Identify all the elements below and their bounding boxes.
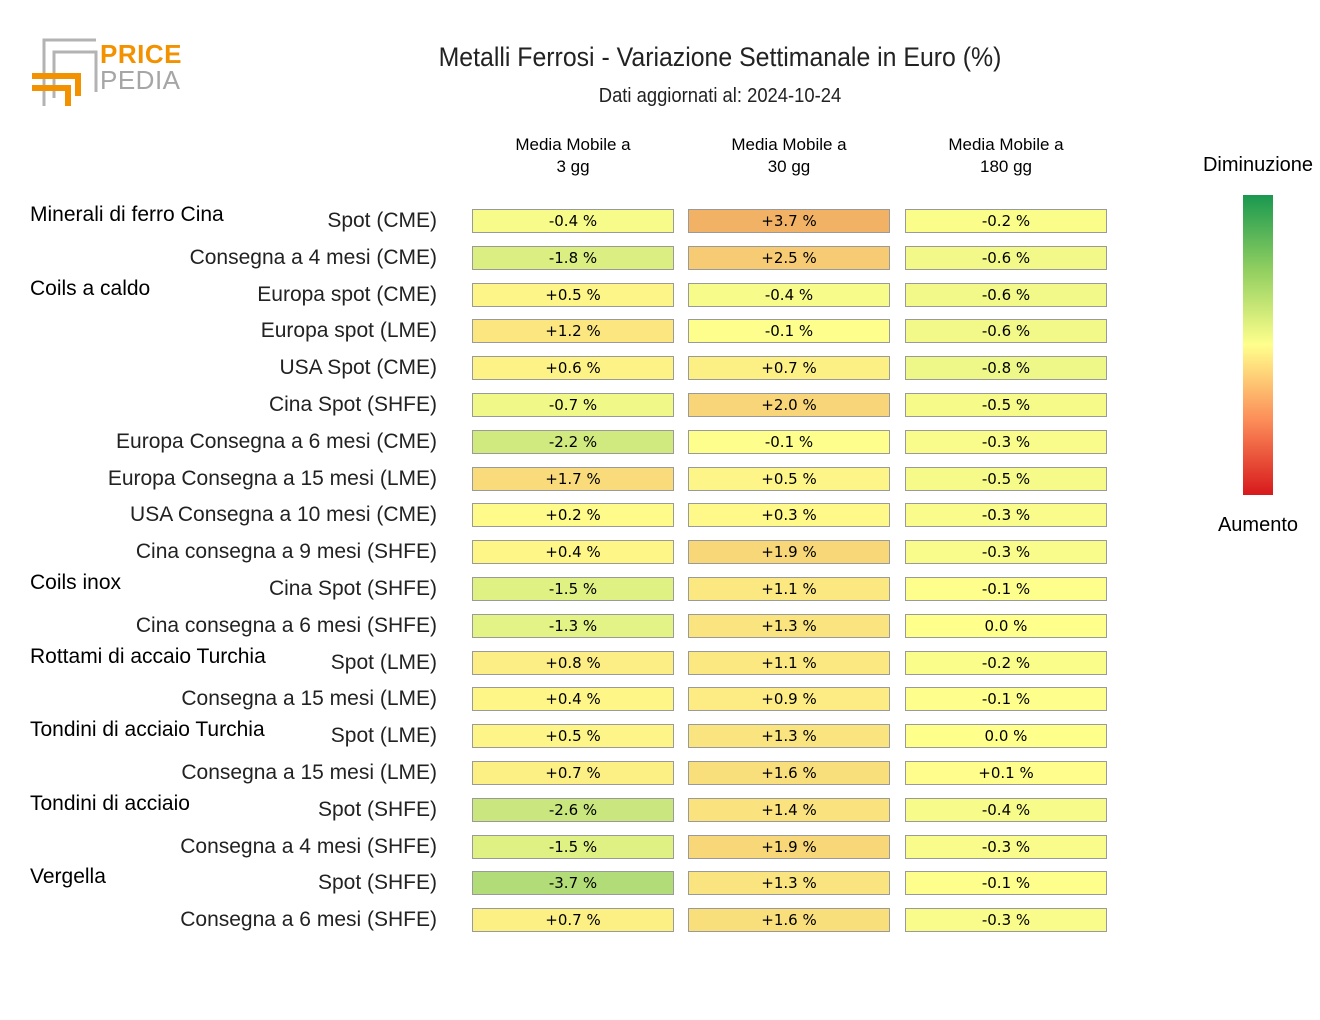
row-label: Cina consegna a 6 mesi (SHFE) xyxy=(135,613,437,637)
row-label: Europa spot (CME) xyxy=(257,282,437,306)
value-cell: 0.0 % xyxy=(905,724,1107,749)
value-cell: +1.2 % xyxy=(472,319,674,344)
value-cell: +0.6 % xyxy=(472,356,674,381)
value-cell: +1.3 % xyxy=(688,724,890,749)
row-label: Consegna a 15 mesi (LME) xyxy=(181,687,437,711)
group-label: Minerali di ferro Cina xyxy=(30,203,224,226)
row-label: Cina Spot (SHFE) xyxy=(268,577,437,600)
value-cell: -0.6 % xyxy=(905,319,1107,344)
value-cell: -1.5 % xyxy=(472,834,674,859)
group-label: Vergella xyxy=(30,865,106,889)
row-label: Europa spot (LME) xyxy=(260,319,437,343)
value-cell: +1.7 % xyxy=(472,466,674,491)
value-cell: -0.1 % xyxy=(688,429,890,454)
value-cell: +0.5 % xyxy=(472,724,674,749)
value-cell: -0.4 % xyxy=(688,282,890,307)
row-label: Spot (CME) xyxy=(327,209,437,232)
value-cell: +3.7 % xyxy=(688,209,890,233)
group-label: Coils inox xyxy=(30,571,122,594)
value-cell: +0.7 % xyxy=(688,356,890,381)
row-label: Europa Consegna a 6 mesi (CME) xyxy=(116,429,437,453)
row-label: Spot (LME) xyxy=(330,650,437,674)
value-cell: -0.7 % xyxy=(472,393,674,417)
value-cell: -0.4 % xyxy=(472,209,674,233)
row-label: Cina Spot (SHFE) xyxy=(268,393,437,416)
value-cell: -0.3 % xyxy=(905,834,1107,859)
value-cell: +0.5 % xyxy=(472,282,674,307)
group-label: Rottami di accaio Turchia xyxy=(30,644,266,668)
value-cell: +1.6 % xyxy=(688,908,890,933)
legend-top-label: Diminuzione xyxy=(1202,154,1314,176)
group-label: Tondini di acciaio Turchia xyxy=(30,718,265,742)
value-cell: -1.5 % xyxy=(472,577,674,601)
value-cell: -1.8 % xyxy=(472,245,674,270)
value-cell: +1.3 % xyxy=(688,871,890,896)
value-cell: -0.2 % xyxy=(905,209,1107,233)
value-cell: -0.2 % xyxy=(905,650,1107,675)
pricepedia-logo xyxy=(32,38,98,106)
value-cell: -0.6 % xyxy=(905,282,1107,307)
group-label: Tondini di acciaio xyxy=(30,791,190,815)
value-cell: -0.5 % xyxy=(905,393,1107,417)
value-cell: +0.1 % xyxy=(905,761,1107,785)
value-cell: +0.8 % xyxy=(472,650,674,675)
value-cell: +0.9 % xyxy=(688,687,890,712)
value-cell: -1.3 % xyxy=(472,613,674,638)
value-cell: -0.1 % xyxy=(905,687,1107,712)
row-label: Europa Consegna a 15 mesi (LME) xyxy=(107,466,437,490)
row-label: Consegna a 4 mesi (CME) xyxy=(189,245,437,269)
value-cell: -0.3 % xyxy=(905,503,1107,528)
value-cell: -0.5 % xyxy=(905,466,1107,491)
group-label: Coils a caldo xyxy=(30,276,151,300)
value-cell: +1.1 % xyxy=(688,577,890,601)
value-cell: +0.7 % xyxy=(472,761,674,785)
row-label: Cina consegna a 9 mesi (SHFE) xyxy=(135,540,437,564)
row-label: Spot (SHFE) xyxy=(317,871,437,895)
value-cell: -0.3 % xyxy=(905,540,1107,565)
value-cell: -0.1 % xyxy=(905,871,1107,896)
column-header-3: Media Mobile a 180 gg xyxy=(948,135,1064,176)
value-cell: +1.9 % xyxy=(688,834,890,859)
value-cell: -0.4 % xyxy=(905,797,1107,822)
value-cell: -0.3 % xyxy=(905,429,1107,454)
row-label: Consegna a 15 mesi (LME) xyxy=(181,761,437,784)
legend-bottom-label: Aumento xyxy=(1217,514,1299,536)
column-header-2: Media Mobile a 30 gg xyxy=(731,135,847,176)
value-cell: +2.5 % xyxy=(688,245,890,270)
value-cell: +1.3 % xyxy=(688,613,890,638)
legend-color-bar xyxy=(1243,195,1273,495)
value-cell: -0.8 % xyxy=(905,356,1107,381)
row-label: USA Spot (CME) xyxy=(279,356,437,380)
value-cell: -3.7 % xyxy=(472,871,674,896)
chart-title: Metalli Ferrosi - Variazione Settimanale… xyxy=(438,42,1002,72)
row-label: Spot (SHFE) xyxy=(317,797,437,821)
row-label: Consegna a 6 mesi (SHFE) xyxy=(180,908,437,932)
row-label: Consegna a 4 mesi (SHFE) xyxy=(180,834,437,858)
value-cell: -2.2 % xyxy=(472,429,674,454)
value-cell: +1.1 % xyxy=(688,650,890,675)
logo-text-price: PRICE xyxy=(100,39,182,69)
row-label: Spot (LME) xyxy=(330,724,437,748)
value-cell: -2.6 % xyxy=(472,797,674,822)
value-cell: +0.3 % xyxy=(688,503,890,528)
value-cell: +1.6 % xyxy=(688,761,890,785)
row-label: USA Consegna a 10 mesi (CME) xyxy=(130,503,437,527)
value-cell: -0.1 % xyxy=(905,577,1107,601)
value-cell: 0.0 % xyxy=(905,613,1107,638)
value-cell: -0.3 % xyxy=(905,908,1107,933)
value-cell: +2.0 % xyxy=(688,393,890,417)
value-cell: -0.6 % xyxy=(905,245,1107,270)
value-cell: +1.4 % xyxy=(688,797,890,822)
value-cell: +0.4 % xyxy=(472,687,674,712)
value-cell: +0.7 % xyxy=(472,908,674,933)
logo-text-pedia: PEDIA xyxy=(100,65,181,95)
chart-subtitle: Dati aggiornati al: 2024-10-24 xyxy=(598,85,842,107)
value-cell: -0.1 % xyxy=(688,319,890,344)
value-cell: +1.9 % xyxy=(688,540,890,565)
value-cell: +0.5 % xyxy=(688,466,890,491)
value-cell: +0.4 % xyxy=(472,540,674,565)
value-cell: +0.2 % xyxy=(472,503,674,528)
